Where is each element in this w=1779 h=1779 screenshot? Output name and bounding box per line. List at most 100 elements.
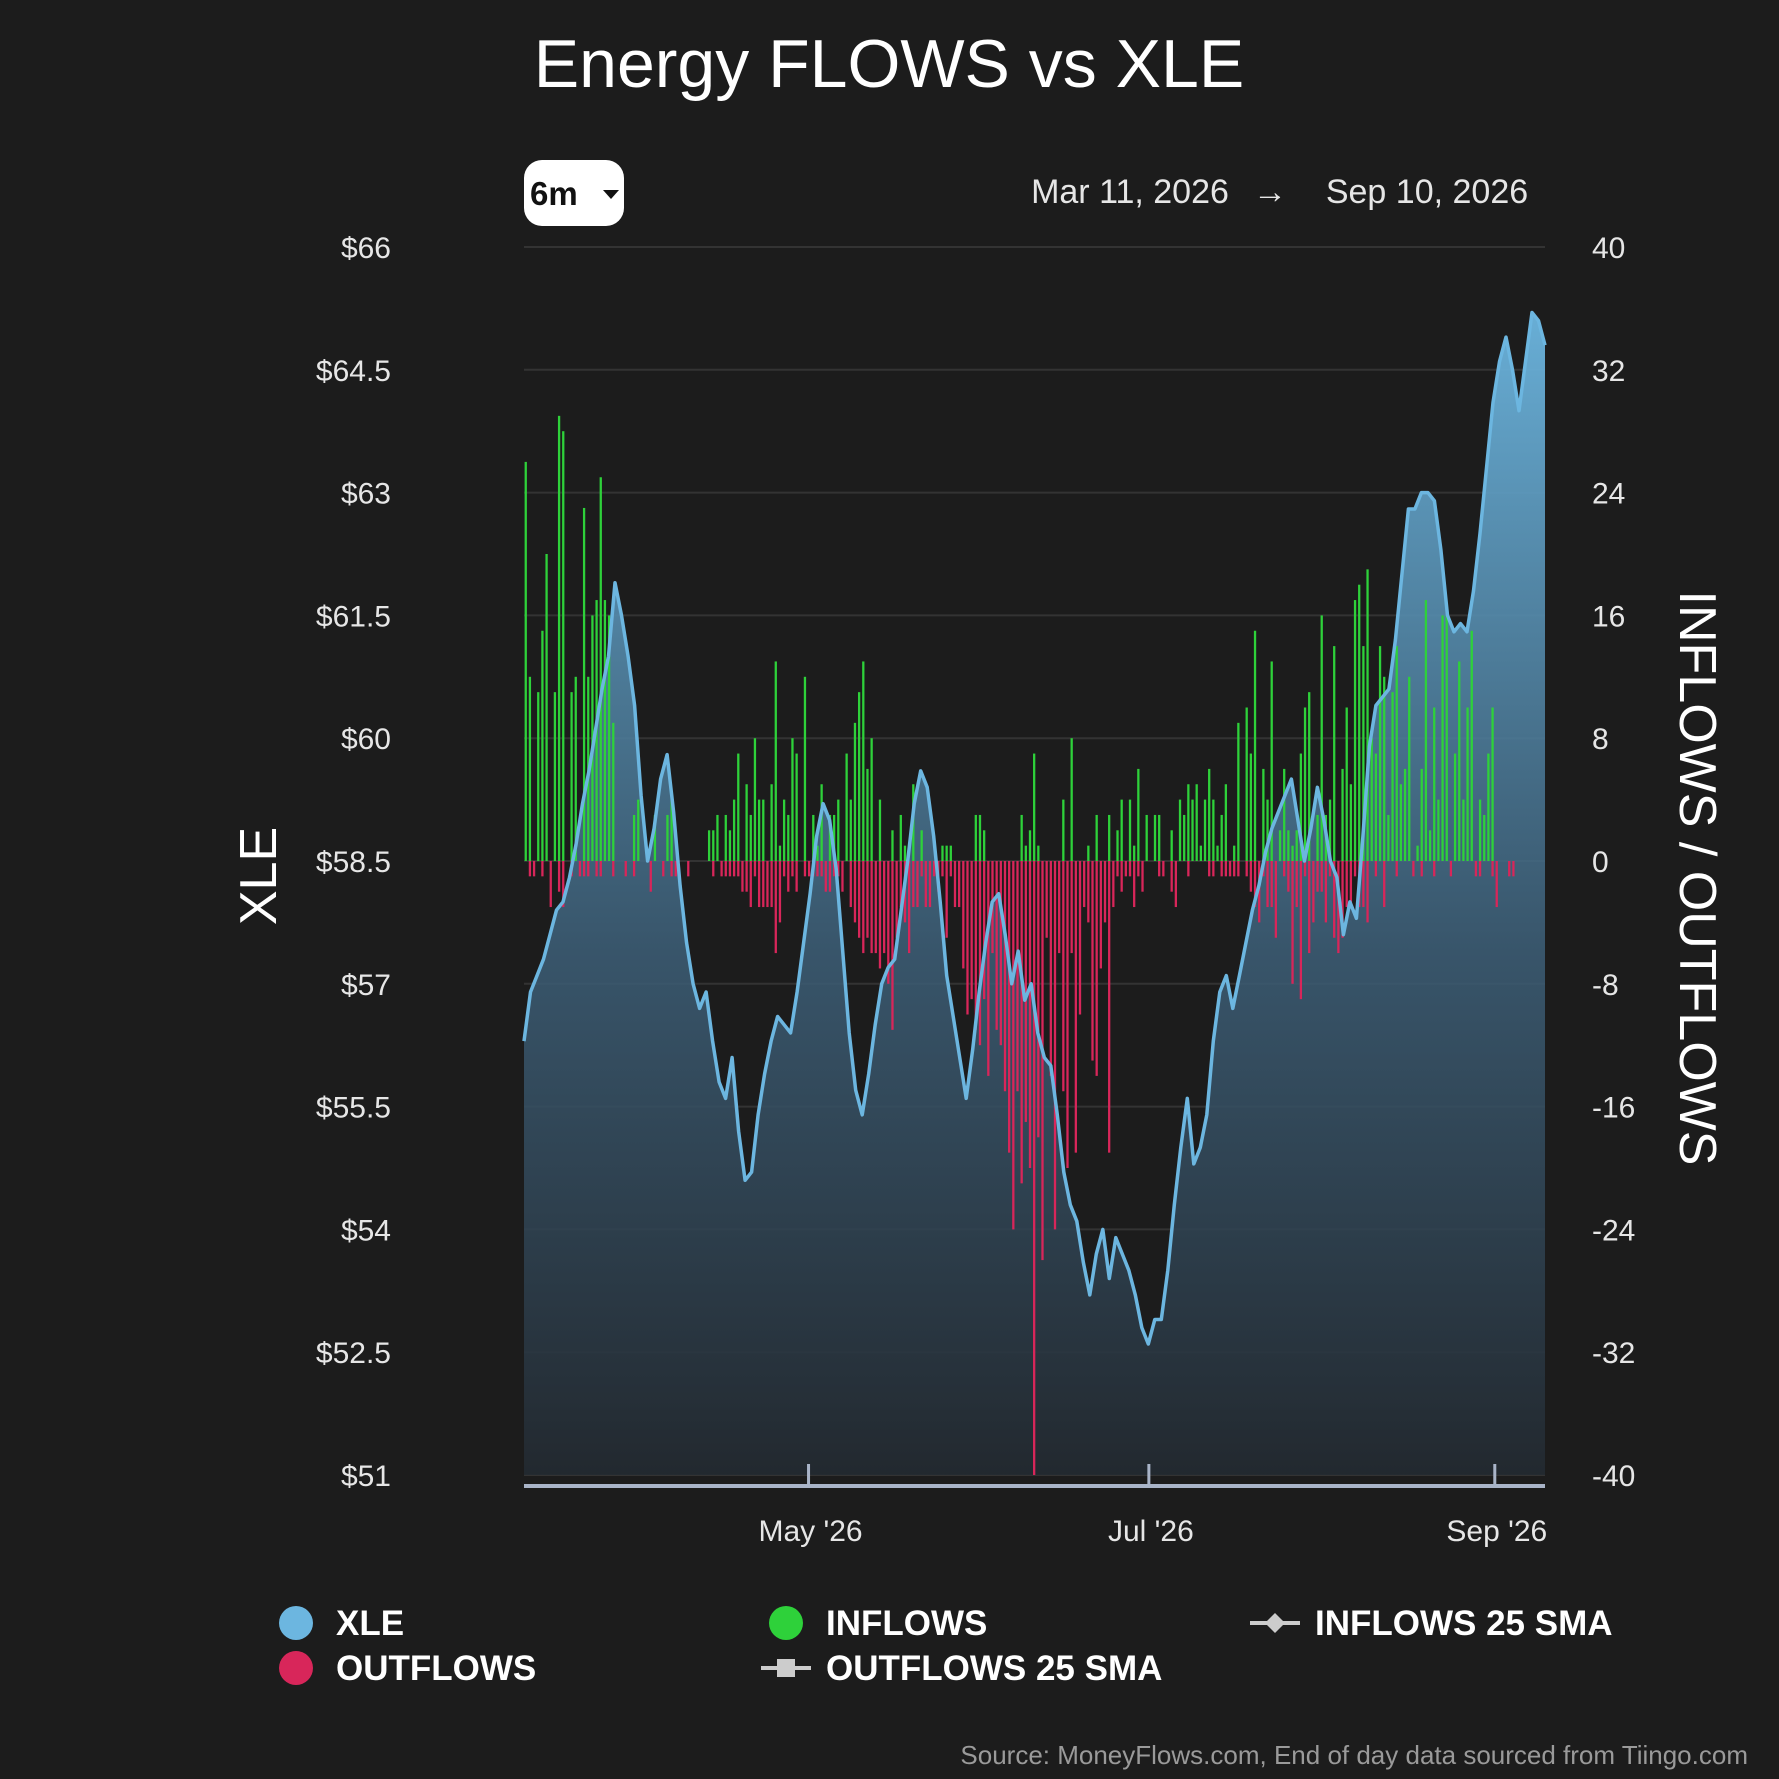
diamond-icon [1265, 1613, 1285, 1633]
outflow-bar [1091, 861, 1094, 1061]
y-right-axis-label: INFLOWS / OUTFLOWS [1668, 591, 1726, 1166]
outflow-bar [828, 861, 832, 892]
outflow-bar [674, 861, 677, 877]
outflow-bar [732, 861, 736, 877]
xle-area [524, 312, 1545, 1475]
outflow-bar [1312, 861, 1315, 923]
inflow-bar [770, 784, 773, 861]
outflow-bar [724, 861, 727, 877]
outflow-bar [1287, 861, 1290, 892]
x-axis: May '26 Jul '26 Sep '26 [524, 1464, 1547, 1548]
inflow-bar [1178, 799, 1182, 861]
legend-item-inflows[interactable]: INFLOWS [769, 1604, 987, 1643]
legend-item-outflows-sma[interactable]: OUTFLOWS 25 SMA [761, 1649, 1162, 1688]
date-to[interactable]: Sep 10, 2026 [1326, 173, 1528, 211]
inflow-bar [1137, 768, 1140, 861]
outflow-bar [1028, 861, 1032, 1168]
outflow-bar [1270, 861, 1273, 908]
outflow-bar [757, 861, 761, 908]
inflow-bar [1253, 630, 1257, 861]
inflow-bar [1033, 753, 1036, 861]
outflow-bar [1220, 861, 1223, 877]
outflow-bar [1070, 861, 1073, 954]
outflow-bar [857, 861, 861, 938]
inflow-bar [1153, 814, 1157, 861]
outflow-bar [841, 861, 844, 892]
legend-item-outflows[interactable]: OUTFLOWS [279, 1649, 536, 1688]
outflow-bar [970, 861, 973, 1000]
inflow-bar [1366, 569, 1369, 861]
inflow-bar [1120, 799, 1123, 861]
inflow-bar [1403, 768, 1407, 861]
y-left-tick-label: $55.5 [316, 1092, 391, 1125]
inflow-bar [845, 753, 848, 861]
outflow-bar [1433, 861, 1436, 877]
outflow-bar [549, 861, 552, 908]
inflow-bar [1358, 584, 1361, 861]
outflow-bar [1253, 861, 1257, 908]
inflow-bar [870, 738, 873, 861]
outflow-bar [670, 861, 673, 877]
inflow-bar [1378, 646, 1382, 861]
inflow-bar [903, 845, 907, 861]
inflow-bar [1408, 676, 1411, 861]
legend-marker [279, 1606, 313, 1640]
xle-area-group [524, 312, 1545, 1475]
outflow-bar [887, 861, 890, 984]
inflow-bar [670, 799, 673, 861]
outflow-bar [749, 861, 752, 908]
outflow-bar [832, 861, 836, 877]
outflow-bar [1174, 861, 1177, 908]
range-button[interactable] [524, 160, 624, 226]
outflow-bar [1228, 861, 1232, 877]
inflow-bar [557, 415, 561, 861]
outflow-bar [1308, 861, 1311, 954]
legend-item-inflows-sma[interactable]: INFLOWS 25 SMA [1250, 1604, 1613, 1643]
outflow-bar [612, 861, 615, 877]
inflow-bar [1295, 830, 1298, 861]
outflow-bar [728, 861, 732, 877]
inflow-bar [1187, 784, 1190, 861]
inflow-bar [1170, 830, 1173, 861]
outflow-bar [1283, 861, 1286, 877]
legend-item-xle[interactable]: XLE [279, 1604, 404, 1643]
inflow-bar [1462, 799, 1465, 861]
outflow-bar [762, 861, 765, 908]
outflow-bar [1374, 861, 1378, 877]
inflow-bar [1028, 830, 1032, 861]
inflow-bar [1395, 646, 1398, 861]
date-from[interactable]: Mar 11, 2026 [1031, 173, 1229, 211]
inflow-bar [1216, 845, 1219, 861]
y-left-tick-label: $54 [341, 1214, 391, 1247]
inflow-bar [1245, 707, 1248, 861]
outflow-bar [1337, 861, 1340, 954]
inflow-bar [1116, 830, 1119, 861]
inflow-bar [1437, 799, 1440, 861]
inflow-bar [753, 738, 757, 861]
outflow-bar [557, 861, 561, 892]
inflow-bar [941, 845, 944, 861]
x-tick-label: May '26 [758, 1515, 862, 1548]
inflow-bar [1491, 707, 1494, 861]
inflow-bar [1362, 646, 1365, 861]
inflow-bar [762, 799, 765, 861]
outflow-bar [1299, 861, 1303, 1000]
range-selector[interactable]: 6m [524, 160, 624, 226]
inflow-bar [732, 799, 736, 861]
inflow-bar [1195, 784, 1198, 861]
legend-label: XLE [336, 1604, 404, 1643]
outflow-bar [1295, 861, 1298, 908]
inflow-bar [612, 722, 615, 861]
y-right-tick-label: 24 [1592, 478, 1625, 511]
flow-bars-group [524, 415, 1515, 1475]
inflow-bar [574, 676, 577, 861]
inflow-bar [1420, 768, 1423, 861]
inflow-bar [1320, 615, 1323, 861]
inflow-bar [1212, 799, 1215, 861]
inflow-bar [1428, 830, 1432, 861]
outflow-bar [795, 861, 798, 892]
inflow-bar [1416, 845, 1419, 861]
inflow-bar [1458, 661, 1461, 861]
outflow-bar [1012, 861, 1015, 1230]
outflow-bar [907, 861, 911, 954]
